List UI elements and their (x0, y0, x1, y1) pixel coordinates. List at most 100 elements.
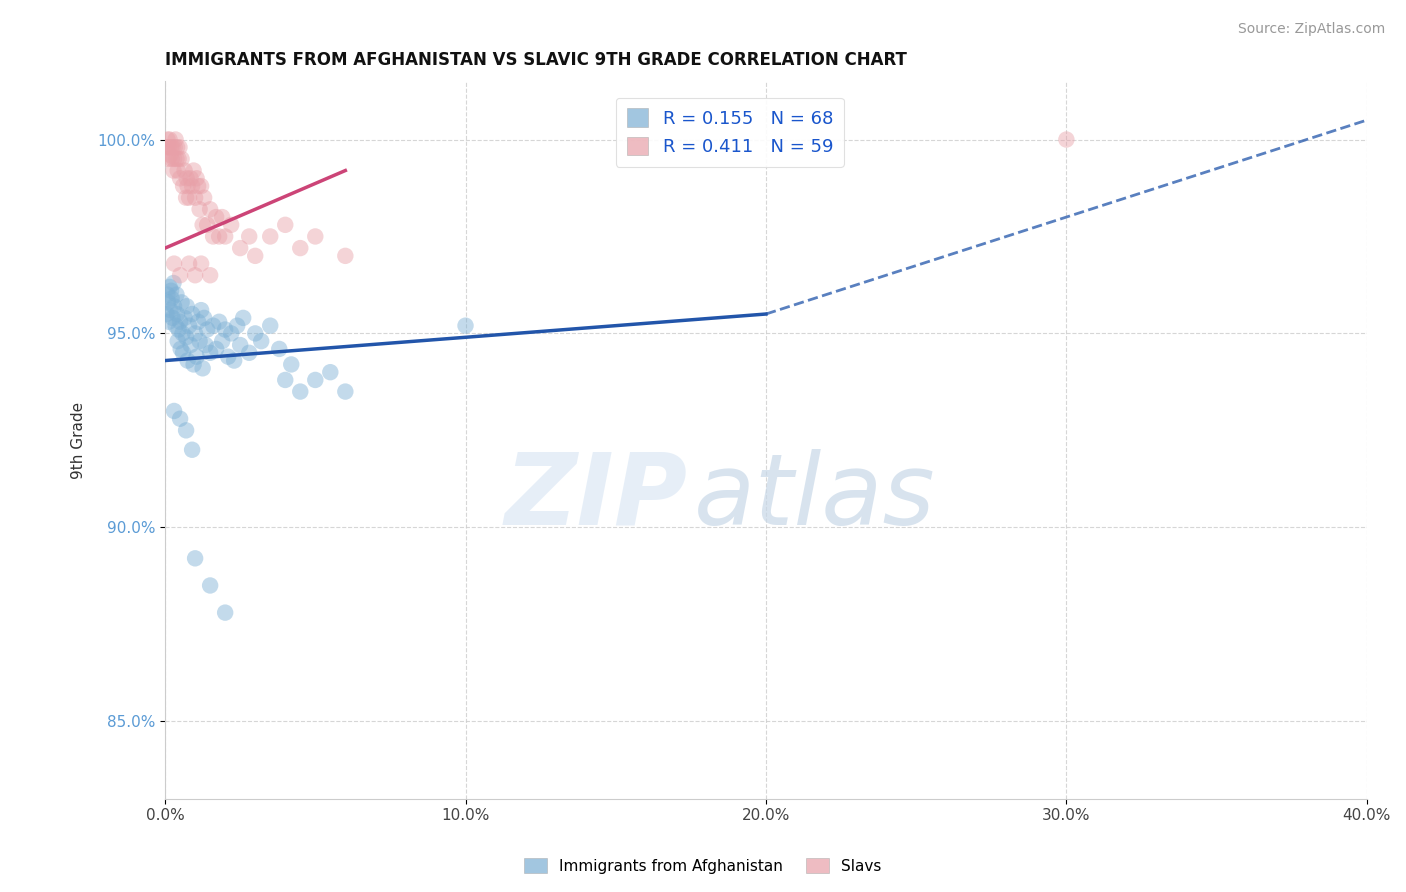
Point (319, 365, 342, 379)
Point (193, 310, 215, 325)
Point (165, 318, 187, 333)
Point (269, 342, 291, 356)
Point (162, 276, 184, 290)
Point (174, 191, 197, 205)
Point (165, 132, 187, 146)
Point (166, 307, 188, 321)
Point (190, 257, 212, 271)
Point (191, 361, 214, 376)
Point (167, 322, 190, 336)
Point (169, 171, 191, 186)
Point (181, 442, 204, 457)
Point (160, 292, 183, 306)
Point (226, 318, 249, 333)
Point (259, 229, 281, 244)
Point (198, 202, 221, 217)
Point (179, 257, 201, 271)
Point (245, 249, 267, 263)
Point (160, 140, 183, 154)
Point (190, 179, 212, 194)
Point (156, 132, 179, 146)
Point (155, 307, 177, 321)
Point (162, 140, 184, 154)
Legend: R = 0.155   N = 68, R = 0.411   N = 59: R = 0.155 N = 68, R = 0.411 N = 59 (616, 97, 844, 167)
Point (163, 257, 186, 271)
Point (169, 140, 191, 154)
Point (184, 326, 207, 341)
Point (208, 229, 231, 244)
Y-axis label: 9th Grade: 9th Grade (72, 401, 86, 479)
Point (170, 152, 193, 166)
Legend: Immigrants from Afghanistan, Slavs: Immigrants from Afghanistan, Slavs (519, 852, 887, 880)
Point (195, 218, 218, 232)
Point (176, 171, 198, 186)
Point (198, 268, 221, 283)
Point (159, 303, 181, 318)
Point (173, 163, 195, 178)
Point (162, 310, 184, 325)
Point (198, 346, 221, 360)
Point (214, 606, 236, 620)
Point (217, 350, 239, 364)
Point (159, 280, 181, 294)
Point (187, 315, 209, 329)
Point (304, 373, 326, 387)
Point (188, 334, 211, 348)
Point (155, 140, 177, 154)
Point (454, 318, 477, 333)
Point (229, 241, 252, 255)
Point (163, 152, 186, 166)
Point (160, 152, 183, 166)
Point (181, 179, 204, 194)
Point (290, 384, 312, 399)
Point (159, 132, 181, 146)
Point (179, 191, 201, 205)
Point (184, 191, 207, 205)
Point (188, 202, 211, 217)
Point (172, 179, 194, 194)
Point (172, 346, 194, 360)
Point (195, 322, 218, 336)
Point (159, 148, 181, 162)
Point (162, 163, 184, 178)
Point (181, 307, 204, 321)
Point (214, 322, 236, 336)
Point (245, 326, 267, 341)
Point (208, 315, 231, 329)
Point (180, 338, 202, 352)
Point (173, 310, 195, 325)
Point (211, 334, 233, 348)
Point (166, 334, 188, 348)
Point (190, 303, 212, 318)
Point (205, 342, 228, 356)
Point (180, 171, 202, 186)
Point (191, 218, 214, 232)
Point (176, 299, 198, 313)
Point (219, 218, 242, 232)
Point (179, 318, 201, 333)
Point (290, 241, 312, 255)
Point (169, 315, 191, 329)
Point (194, 338, 217, 352)
Point (163, 404, 186, 418)
Text: IMMIGRANTS FROM AFGHANISTAN VS SLAVIC 9TH GRADE CORRELATION CHART: IMMIGRANTS FROM AFGHANISTAN VS SLAVIC 9T… (165, 51, 907, 69)
Point (170, 295, 193, 310)
Point (176, 353, 198, 368)
Point (186, 171, 208, 186)
Point (1054, 132, 1077, 146)
Text: ZIP: ZIP (505, 449, 688, 546)
Point (172, 326, 194, 341)
Point (169, 268, 191, 283)
Point (170, 342, 193, 356)
Point (193, 191, 215, 205)
Point (157, 152, 180, 166)
Point (232, 310, 254, 325)
Point (280, 358, 302, 372)
Point (211, 210, 233, 224)
Point (184, 551, 207, 566)
Point (238, 346, 260, 360)
Point (174, 423, 197, 437)
Point (304, 229, 326, 244)
Point (163, 140, 186, 154)
Point (229, 338, 252, 352)
